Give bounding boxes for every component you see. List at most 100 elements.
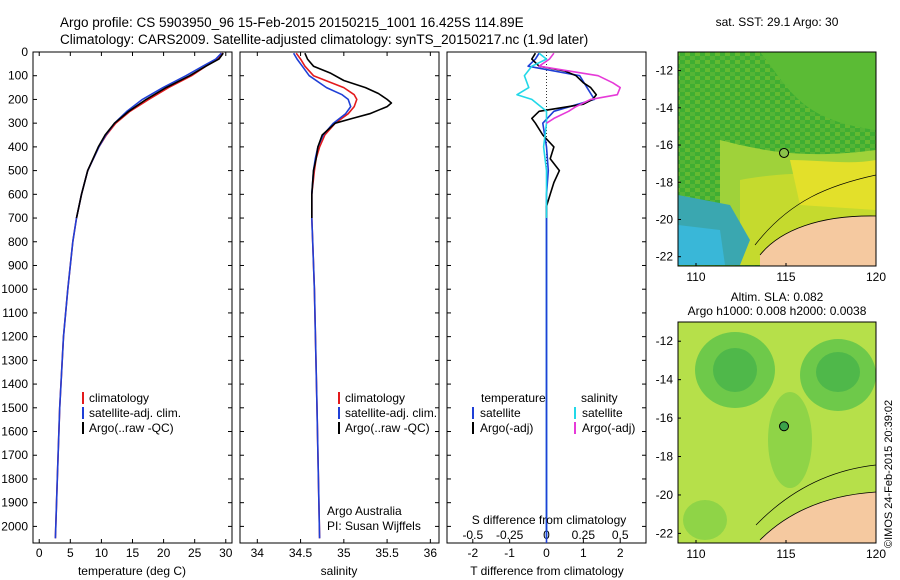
- map-y-tick-label: -18: [656, 175, 674, 189]
- x-tick-label: 0: [543, 546, 550, 560]
- map-y-tick-label: -16: [656, 138, 674, 152]
- depth-tick-label: 1400: [1, 377, 28, 391]
- s-diff-tick-label: 0.5: [612, 528, 629, 542]
- diff-legend-temp-satellite: satellite: [480, 406, 521, 420]
- diff-xlabel: T difference from climatology: [470, 564, 624, 578]
- float-position-marker: [779, 147, 790, 158]
- depth-tick-label: 1700: [1, 448, 28, 462]
- sal-annotation-2: PI: Susan Wijffels: [327, 519, 421, 533]
- diff-legend-sal-satellite: satellite: [582, 406, 623, 420]
- sal-legend-argo: Argo(..raw -QC): [345, 421, 430, 435]
- x-tick-label: 2: [617, 546, 624, 560]
- sal-annotation-1: Argo Australia: [327, 504, 402, 518]
- map-x-tick-label: 115: [776, 547, 795, 561]
- x-tick-label: 25: [188, 546, 202, 560]
- map-x-tick-label: 110: [686, 270, 705, 284]
- sla-map-title: Altim. SLA: 0.082: [731, 290, 824, 304]
- map-y-tick-label: -12: [656, 334, 674, 348]
- x-tick-label: 35.5: [375, 546, 399, 560]
- depth-tick-label: 600: [8, 187, 28, 201]
- depth-tick-label: 0: [21, 45, 28, 59]
- x-tick-label: 1: [580, 546, 587, 560]
- map-x-tick-label: 120: [866, 270, 886, 284]
- x-tick-label: 36: [424, 546, 438, 560]
- depth-tick-label: 1600: [1, 425, 28, 439]
- sla-map: [678, 322, 876, 543]
- temp-xlabel: temperature (deg C): [78, 564, 186, 578]
- map-y-tick-label: -22: [656, 250, 674, 264]
- temp-legend: climatology satellite-adj. clim. Argo(..…: [82, 391, 181, 435]
- depth-tick-label: 2000: [1, 519, 28, 533]
- diff-legend: temperature satellite Argo(-adj) salinit…: [472, 391, 635, 435]
- depth-tick-label: 1500: [1, 401, 28, 415]
- series-line-s-argo-adj-: [538, 52, 622, 124]
- map-y-tick-label: -14: [656, 101, 674, 115]
- depth-tick-label: 1200: [1, 330, 28, 344]
- title-line-1: Argo profile: CS 5903950_96 15-Feb-2015 …: [60, 15, 524, 30]
- depth-tick-label: 100: [8, 69, 28, 83]
- map-y-tick-label: -16: [656, 411, 674, 425]
- x-tick-label: 34: [251, 546, 265, 560]
- s-diff-tick-label: -0.25: [496, 528, 524, 542]
- float-position-marker: [779, 421, 790, 432]
- diff-legend-sal-argo: Argo(-adj): [582, 421, 635, 435]
- s-diff-tick-label: 0.25: [572, 528, 596, 542]
- x-tick-label: 20: [157, 546, 171, 560]
- diff-legend-sal-title: salinity: [581, 391, 618, 405]
- depth-tick-label: 500: [8, 164, 28, 178]
- depth-tick-label: 900: [8, 258, 28, 272]
- sal-legend-satellite: satellite-adj. clim.: [345, 406, 437, 420]
- map-y-tick-label: -22: [656, 526, 674, 540]
- title-line-2: Climatology: CARS2009. Satellite-adjuste…: [60, 32, 589, 47]
- depth-tick-label: 1900: [1, 496, 28, 510]
- series-line-argo-raw-qc-: [75, 52, 224, 219]
- s-diff-tick-label: -0.5: [462, 528, 483, 542]
- temp-legend-satellite: satellite-adj. clim.: [89, 406, 181, 420]
- map-x-tick-label: 115: [776, 270, 795, 284]
- sst-map: [678, 52, 876, 266]
- depth-tick-label: 700: [8, 211, 28, 225]
- map-y-tick-label: -20: [656, 488, 674, 502]
- depth-tick-label: 1100: [2, 306, 28, 320]
- depth-tick-label: 1800: [1, 472, 28, 486]
- x-tick-label: 15: [126, 546, 140, 560]
- x-tick-label: -2: [467, 546, 478, 560]
- diff-legend-temp-title: temperature: [481, 391, 546, 405]
- x-tick-label: -1: [504, 546, 515, 560]
- temp-plot-area: [32, 51, 233, 544]
- depth-tick-label: 300: [8, 116, 28, 130]
- x-tick-label: 34.5: [289, 546, 313, 560]
- sst-map-title: sat. SST: 29.1 Argo: 30: [716, 15, 839, 29]
- diff-legend-temp-argo: Argo(-adj): [480, 421, 533, 435]
- x-tick-label: 35: [337, 546, 351, 560]
- depth-tick-label: 400: [8, 140, 28, 154]
- sal-xlabel: salinity: [321, 564, 358, 578]
- map-x-tick-label: 110: [686, 547, 705, 561]
- depth-tick-label: 1000: [1, 282, 28, 296]
- figure-title: Argo profile: CS 5903950_96 15-Feb-2015 …: [60, 14, 588, 48]
- map-y-tick-label: -18: [656, 450, 674, 464]
- x-tick-label: 30: [219, 546, 233, 560]
- sal-legend-climatology: climatology: [345, 391, 405, 405]
- map-x-tick-label: 120: [866, 547, 886, 561]
- x-tick-label: 10: [95, 546, 109, 560]
- x-tick-label: 5: [67, 546, 74, 560]
- temp-legend-climatology: climatology: [89, 391, 149, 405]
- map-y-tick-label: -14: [656, 373, 674, 387]
- sal-legend: climatology satellite-adj. clim. Argo(..…: [338, 391, 437, 435]
- sla-map-subtitle: Argo h1000: 0.008 h2000: 0.0038: [688, 304, 867, 318]
- x-tick-label: 0: [36, 546, 43, 560]
- depth-tick-label: 1300: [1, 353, 28, 367]
- map-y-tick-label: -20: [656, 212, 674, 226]
- depth-tick-label: 800: [8, 235, 28, 249]
- map-y-tick-label: -12: [656, 64, 674, 78]
- sal-plot-area: [239, 51, 440, 544]
- series-line-t-argo-adj-: [530, 52, 598, 218]
- series-line-argo-raw-qc-: [304, 52, 393, 218]
- timestamp-text: ©IMOS 24-Feb-2015 20:39:02: [883, 399, 895, 548]
- diff-top-label: S difference from climatology: [472, 513, 627, 527]
- sla-map-frame: [677, 321, 877, 544]
- sst-map-frame: [677, 51, 877, 267]
- temp-legend-argo: Argo(..raw -QC): [89, 421, 174, 435]
